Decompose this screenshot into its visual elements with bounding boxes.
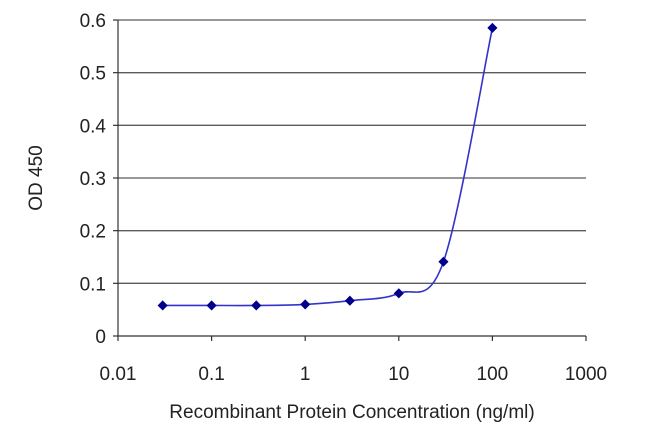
data-point-1 [206, 300, 217, 311]
data-point-3 [300, 299, 311, 310]
x-axis-title: Recombinant Protein Concentration (ng/ml… [169, 402, 534, 423]
x-tick-label-3: 10 [388, 364, 409, 385]
data-point-2 [251, 300, 262, 311]
data-points [157, 22, 498, 311]
x-tick-labels: 0.01 0.1 1 10 100 1000 [100, 364, 608, 385]
y-tick-label-5: 0.5 [80, 64, 106, 85]
x-tick-marks [117, 336, 587, 341]
x-tick-label-4: 100 [477, 364, 509, 385]
y-tick-marks [113, 19, 118, 337]
data-point-0 [157, 300, 168, 311]
y-tick-label-4: 0.4 [80, 116, 107, 137]
x-tick-label-2: 1 [300, 364, 311, 385]
x-tick-label-1: 0.1 [198, 364, 224, 385]
y-tick-labels: 0 0.1 0.2 0.3 0.4 0.5 0.6 [80, 11, 107, 348]
data-point-7 [487, 22, 498, 33]
x-tick-label-0: 0.01 [100, 364, 137, 385]
gridlines [118, 19, 586, 284]
data-point-4 [344, 295, 355, 306]
data-point-5 [393, 288, 404, 299]
y-tick-label-2: 0.2 [80, 222, 106, 243]
x-tick-label-5: 1000 [565, 364, 607, 385]
y-axis-title: OD 450 [26, 145, 47, 210]
y-tick-label-3: 0.3 [80, 169, 106, 190]
data-point-6 [438, 256, 449, 267]
plot-area [113, 19, 587, 341]
y-tick-label-1: 0.1 [80, 274, 106, 295]
y-tick-label-6: 0.6 [80, 11, 106, 32]
y-tick-label-0: 0 [95, 327, 106, 348]
